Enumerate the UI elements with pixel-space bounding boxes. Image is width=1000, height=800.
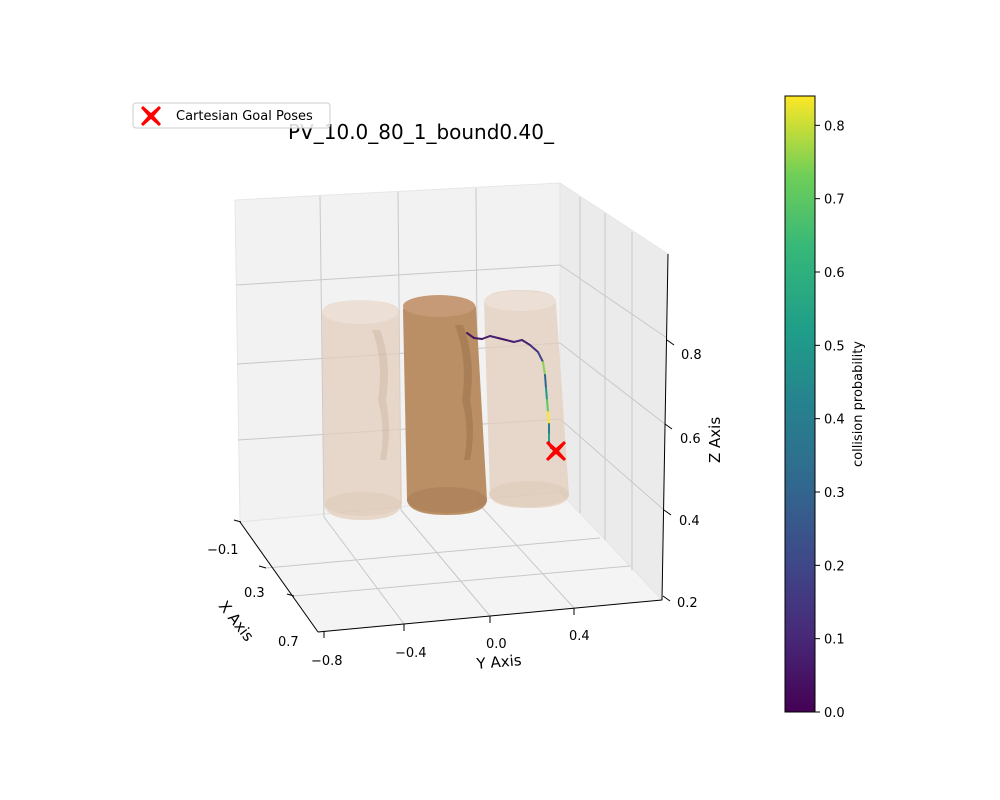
x-tick-label: −0.1 <box>207 543 239 558</box>
x-tick-label: 0.3 <box>244 586 265 601</box>
trajectory-segment <box>545 387 548 401</box>
z-axis-label: Z Axis <box>706 417 724 463</box>
cylinder-body <box>322 300 402 520</box>
trajectory-segment <box>529 344 539 353</box>
colorbar-tick-label: 0.6 <box>824 266 845 281</box>
x-tick-mark <box>286 593 295 597</box>
x-tick-label: 0.7 <box>278 635 299 650</box>
grid-line <box>559 418 665 511</box>
z-axis-line <box>661 253 669 601</box>
grid-line <box>235 264 561 286</box>
colorbar-tick-label: 0.7 <box>824 193 845 208</box>
y-tick-label: −0.4 <box>395 646 427 661</box>
grid-line <box>477 502 575 609</box>
tick-labels: −0.1 0.3 0.7 −0.8 −0.4 0.0 0.4 0.2 0.4 0… <box>207 348 702 669</box>
tick-marks <box>233 339 675 638</box>
grid-line <box>559 342 666 425</box>
cylinder-body <box>403 296 487 515</box>
chart-title: PV_10.0_80_1_bound0.40_ <box>288 120 555 144</box>
y-axis-label: Y Axis <box>475 651 523 673</box>
trajectory-segment <box>521 339 531 346</box>
trajectory-segment <box>537 351 544 363</box>
goal-marker <box>546 441 566 461</box>
cylinder-bottom <box>325 492 401 516</box>
trajectory-line <box>466 332 552 449</box>
x-axis-line <box>239 521 319 633</box>
cylinder-top <box>403 295 475 317</box>
trajectory-segment <box>544 374 547 389</box>
z-tick-mark <box>666 339 675 346</box>
trajectory-segment <box>505 339 515 343</box>
cylinder-shading <box>455 325 473 460</box>
x-tick-mark <box>258 565 267 569</box>
colorbar-tick-label: 0.4 <box>824 413 845 428</box>
z-tick-label: 0.2 <box>677 596 698 611</box>
z-tick-mark <box>663 509 672 516</box>
grid-line <box>265 537 601 569</box>
grid-line <box>323 516 405 625</box>
cylinder-top <box>322 300 398 324</box>
grid-line <box>400 509 491 617</box>
z-tick-mark <box>662 595 671 602</box>
z-tick-label: 0.4 <box>679 514 700 529</box>
trajectory-segment <box>497 337 507 341</box>
z-tick-mark <box>664 423 673 430</box>
cylinder-top <box>484 291 556 311</box>
colorbar-tick-label: 0.8 <box>824 119 845 134</box>
trajectory-segment <box>513 339 523 343</box>
cylinder-obstacle-middle <box>403 295 487 515</box>
trajectory-segment <box>542 361 546 376</box>
colorbar-tick-label: 0.0 <box>824 706 845 721</box>
legend-entry-label: Cartesian Goal Poses <box>176 109 313 124</box>
trajectory-segment <box>547 411 550 425</box>
trajectory-segment <box>489 335 499 339</box>
y-tick-label: 0.0 <box>486 637 507 652</box>
grid-line <box>559 264 668 339</box>
colorbar-tick-label: 0.1 <box>824 633 845 648</box>
y-tick-label: 0.4 <box>569 629 590 644</box>
colorbar-ticks: 0.0 0.1 0.2 0.3 0.4 0.5 0.6 0.7 0.8 <box>815 119 845 721</box>
grid-line <box>319 195 325 518</box>
z-tick-label: 0.6 <box>680 432 701 447</box>
trajectory-segment <box>481 335 491 340</box>
legend: Cartesian Goal Poses <box>132 102 331 129</box>
cylinder-obstacle-left <box>322 300 402 520</box>
goal-x-marker <box>546 441 566 461</box>
cylinder-body <box>484 290 569 508</box>
x-axis-label: X Axis <box>215 597 258 645</box>
colorbar-tick-label: 0.5 <box>824 339 845 354</box>
cylinder-bottom <box>489 481 569 507</box>
z-tick-label: 0.8 <box>681 348 702 363</box>
cylinder-bottom <box>407 487 487 513</box>
x-tick-mark <box>233 519 242 523</box>
trajectory-segment <box>546 399 549 413</box>
legend-box <box>132 102 331 129</box>
y-tick-label: −0.8 <box>311 654 343 669</box>
colorbar: 0.0 0.1 0.2 0.3 0.4 0.5 0.6 0.7 0.8 collision pr… <box>784 95 866 721</box>
colorbar-label: collision probability <box>851 341 866 467</box>
cylinder-shading <box>372 330 389 460</box>
colorbar-tick-label: 0.3 <box>824 486 845 501</box>
colorbar-tick-label: 0.2 <box>824 559 845 574</box>
cylinder-obstacle-right <box>484 290 569 508</box>
colorbar-gradient <box>784 95 816 713</box>
legend-x-marker-icon <box>141 106 161 126</box>
obstacles <box>322 290 569 520</box>
trajectory-segment <box>466 332 475 339</box>
trajectory-segment <box>473 337 483 340</box>
grid-line <box>293 565 631 597</box>
